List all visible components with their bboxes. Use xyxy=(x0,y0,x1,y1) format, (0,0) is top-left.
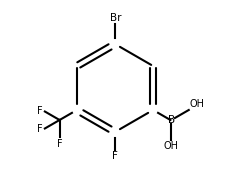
Text: F: F xyxy=(37,124,43,134)
Text: Br: Br xyxy=(110,13,122,23)
Text: F: F xyxy=(37,106,43,116)
Text: F: F xyxy=(112,151,118,161)
Text: OH: OH xyxy=(190,99,205,109)
Text: F: F xyxy=(57,139,62,149)
Text: B: B xyxy=(168,115,175,125)
Text: OH: OH xyxy=(164,141,179,151)
